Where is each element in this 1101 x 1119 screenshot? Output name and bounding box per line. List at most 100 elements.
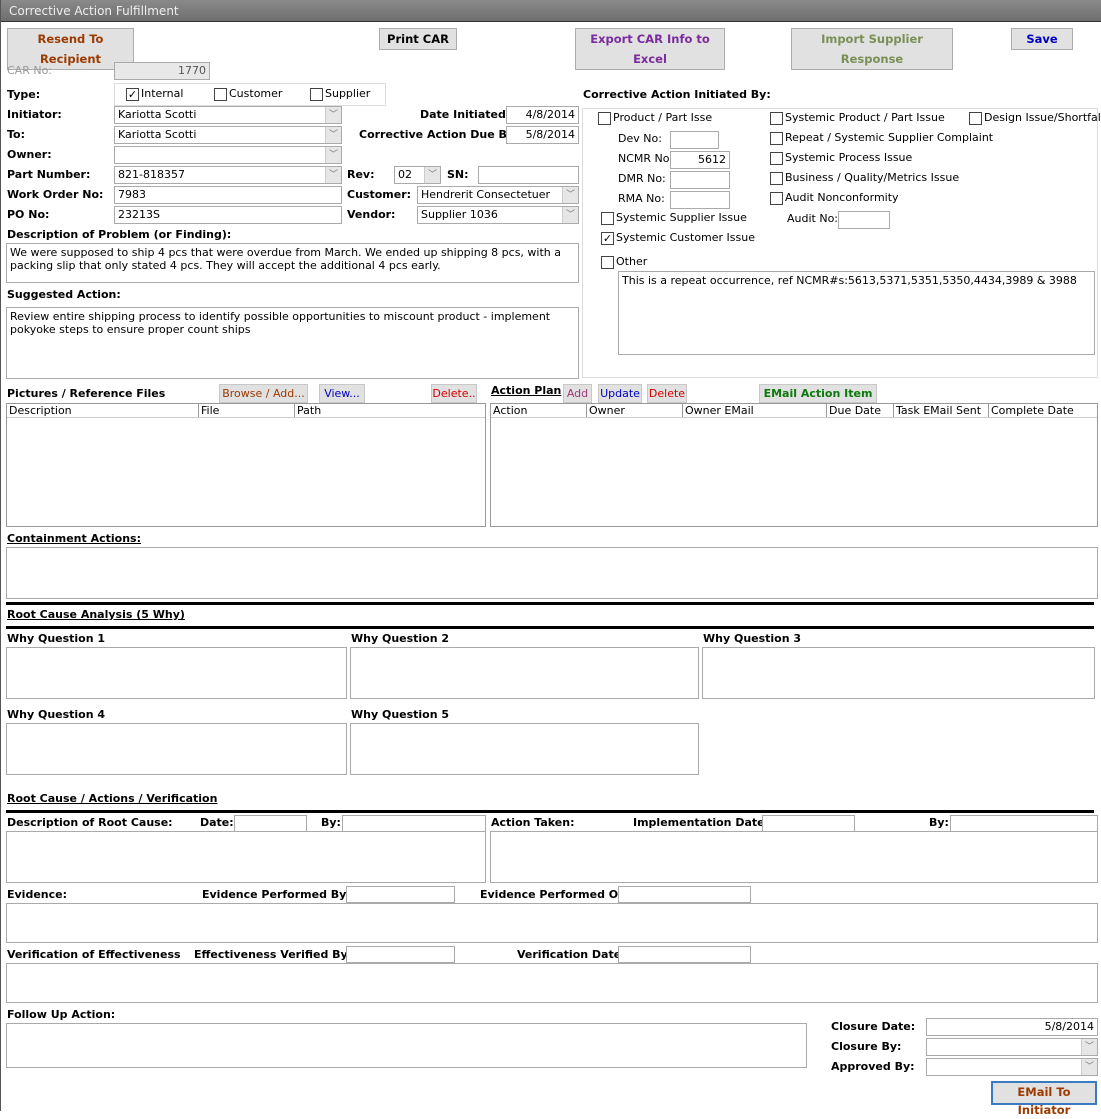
action-taken-textarea[interactable]	[490, 831, 1098, 883]
root-cause-by-field[interactable]	[342, 815, 486, 832]
date-initiated-label: Date Initiated:	[420, 108, 511, 121]
why-3-textarea[interactable]	[702, 647, 1095, 699]
ncmr-no-field[interactable]: 5612	[670, 151, 730, 169]
checkbox-icon	[598, 111, 611, 125]
checkbox-icon	[770, 131, 783, 145]
verification-date-field[interactable]	[618, 946, 751, 963]
design-issue-checkbox[interactable]: Design Issue/Shortfall	[969, 111, 1101, 125]
systemic-product-checkbox[interactable]: Systemic Product / Part Issue	[770, 111, 945, 125]
dmr-no-field[interactable]	[670, 171, 730, 189]
rma-no-field[interactable]	[670, 191, 730, 209]
files-grid[interactable]: Description File Path	[6, 403, 486, 527]
export-excel-button[interactable]: Export CAR Info to Excel	[575, 28, 725, 70]
column-header[interactable]: Action	[491, 404, 587, 417]
customer-select[interactable]: Hendrerit Consectetuer Incor ﹀	[417, 186, 579, 204]
business-quality-checkbox[interactable]: Business / Quality/Metrics Issue	[770, 171, 959, 185]
repeat-complaint-checkbox[interactable]: Repeat / Systemic Supplier Complaint	[770, 131, 993, 145]
work-order-field[interactable]: 7983	[114, 186, 342, 204]
delete-file-button[interactable]: Delete..	[431, 384, 477, 403]
email-initiator-button[interactable]: EMail To Initiator	[991, 1081, 1097, 1117]
rev-select[interactable]: 02 ﹀	[394, 166, 441, 184]
closure-by-select[interactable]: ﹀	[926, 1038, 1098, 1056]
type-internal-checkbox[interactable]: ✓ Internal	[126, 87, 183, 101]
systemic-customer-checkbox[interactable]: ✓ Systemic Customer Issue	[601, 231, 755, 245]
email-action-item-button[interactable]: EMail Action Item	[759, 384, 877, 403]
product-part-label: Product / Part Isse	[613, 111, 713, 124]
action-by-field[interactable]	[950, 815, 1098, 832]
effectiveness-by-field[interactable]	[346, 946, 455, 963]
checkbox-checked-icon: ✓	[126, 87, 139, 101]
root-cause-date-field[interactable]	[234, 815, 307, 832]
dev-no-field[interactable]	[670, 131, 719, 149]
root-cause-label: Description of Root Cause:	[7, 816, 173, 829]
verification-textarea[interactable]	[6, 963, 1098, 1003]
part-number-select[interactable]: 821-818357 ﹀	[114, 166, 342, 184]
po-field[interactable]: 23213S	[114, 206, 342, 224]
column-header[interactable]: Owner	[587, 404, 683, 417]
audit-no-field[interactable]	[838, 211, 890, 229]
other-textarea[interactable]: This is a repeat occurrence, ref NCMR#s:…	[618, 271, 1095, 355]
customer-label: Customer:	[347, 188, 412, 201]
design-issue-label: Design Issue/Shortfall	[984, 111, 1101, 124]
evidence-by-field[interactable]	[346, 886, 455, 903]
print-car-button[interactable]: Print CAR	[379, 28, 457, 50]
action-plan-grid[interactable]: Action Owner Owner EMail Due Date Task E…	[490, 403, 1098, 527]
description-textarea[interactable]: We were supposed to ship 4 pcs that were…	[6, 243, 579, 283]
due-by-field[interactable]: 5/8/2014	[506, 126, 579, 144]
initiator-select[interactable]: Kariotta Scotti ﹀	[114, 106, 342, 124]
systemic-supplier-checkbox[interactable]: Systemic Supplier Issue	[601, 211, 747, 225]
update-action-button[interactable]: Update	[598, 384, 642, 403]
to-value: Kariotta Scotti	[118, 128, 197, 141]
closure-date-label: Closure Date:	[831, 1020, 916, 1033]
rma-no-label: RMA No:	[618, 192, 665, 205]
divider	[6, 602, 1094, 605]
follow-up-label: Follow Up Action:	[7, 1008, 116, 1021]
audit-nonconformity-checkbox[interactable]: Audit Nonconformity	[770, 191, 899, 205]
follow-up-textarea[interactable]	[6, 1023, 807, 1068]
column-header[interactable]: Owner EMail	[683, 404, 827, 417]
evidence-textarea[interactable]	[6, 903, 1098, 943]
customer-value: Hendrerit Consectetuer Incor	[421, 188, 551, 203]
view-button[interactable]: View...	[319, 384, 365, 403]
why-1-textarea[interactable]	[6, 647, 347, 699]
save-button[interactable]: Save	[1011, 28, 1073, 50]
other-checkbox[interactable]: Other	[601, 255, 647, 269]
type-supplier-checkbox[interactable]: Supplier	[310, 87, 370, 101]
why-5-label: Why Question 5	[351, 708, 450, 721]
po-label: PO No:	[7, 208, 50, 221]
why-5-textarea[interactable]	[350, 723, 699, 775]
sn-field[interactable]	[478, 166, 579, 184]
date-initiated-field[interactable]: 4/8/2014	[506, 106, 579, 124]
evidence-on-field[interactable]	[618, 886, 751, 903]
import-supplier-button[interactable]: Import Supplier Response	[791, 28, 953, 70]
vendor-select[interactable]: Supplier 1036 ﹀	[417, 206, 579, 224]
due-by-label: Corrective Action Due By:	[359, 128, 519, 141]
column-header[interactable]: Description	[7, 404, 199, 417]
resend-button[interactable]: Resend To Recipient	[7, 28, 134, 70]
column-header[interactable]: File	[199, 404, 295, 417]
containment-textarea[interactable]	[6, 547, 1098, 599]
closure-date-field[interactable]: 5/8/2014	[926, 1018, 1098, 1036]
browse-add-button[interactable]: Browse / Add...	[219, 384, 308, 403]
column-header[interactable]: Path	[297, 404, 322, 417]
part-number-value: 821-818357	[118, 168, 185, 181]
approved-by-select[interactable]: ﹀	[926, 1058, 1098, 1076]
column-header[interactable]: Due Date	[827, 404, 894, 417]
implementation-date-field[interactable]	[762, 815, 855, 832]
suggested-action-textarea[interactable]: Review entire shipping process to identi…	[6, 307, 579, 379]
why-4-textarea[interactable]	[6, 723, 347, 775]
root-cause-textarea[interactable]	[6, 831, 486, 883]
column-header[interactable]: Task EMail Sent	[894, 404, 989, 417]
systemic-process-checkbox[interactable]: Systemic Process Issue	[770, 151, 912, 165]
why-2-textarea[interactable]	[350, 647, 699, 699]
to-select[interactable]: Kariotta Scotti ﹀	[114, 126, 342, 144]
type-customer-checkbox[interactable]: Customer	[214, 87, 282, 101]
add-action-button[interactable]: Add	[563, 384, 592, 403]
verification-date-label: Verification Date:	[517, 948, 626, 961]
delete-action-button[interactable]: Delete	[647, 384, 687, 403]
owner-select[interactable]: ﹀	[114, 146, 342, 164]
chevron-down-icon: ﹀	[1081, 1039, 1097, 1055]
ncmr-no-label: NCMR No:	[618, 152, 674, 165]
product-part-checkbox[interactable]: Product / Part Isse	[598, 111, 712, 125]
column-header[interactable]: Complete Date	[991, 404, 1074, 417]
